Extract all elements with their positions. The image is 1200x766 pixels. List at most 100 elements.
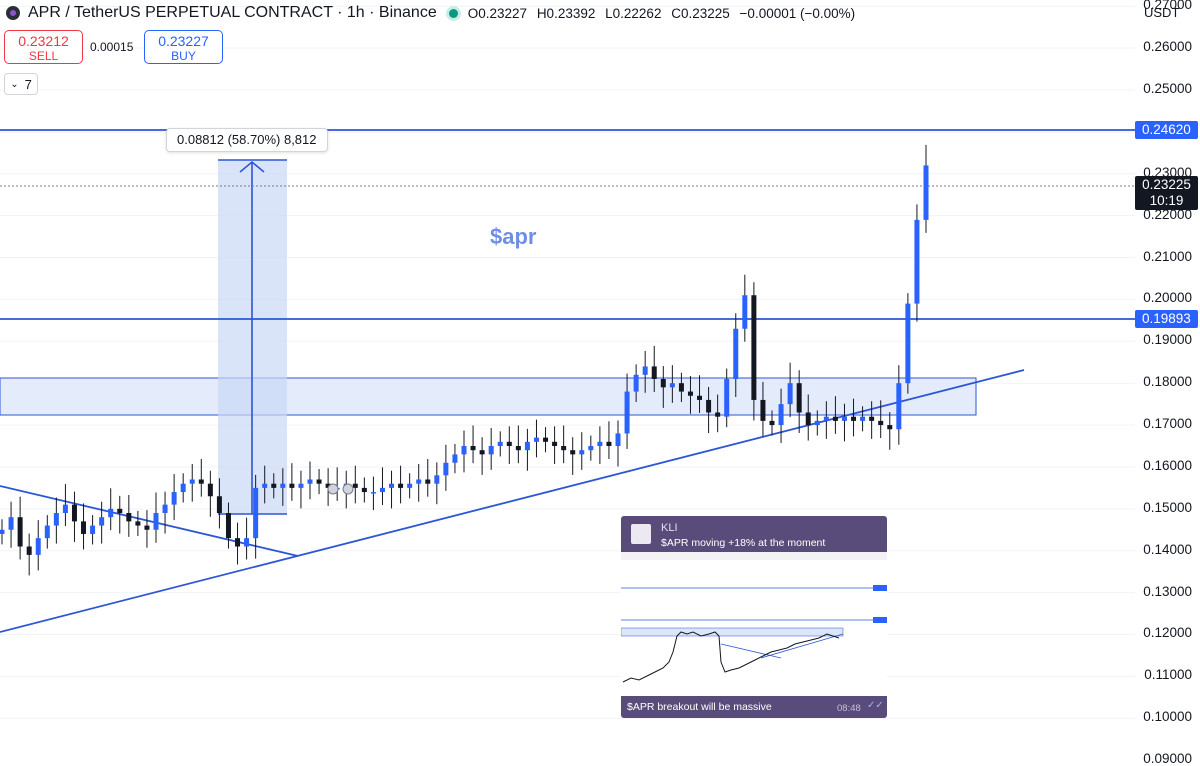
candle-body (715, 412, 721, 417)
candle-body (307, 479, 313, 484)
message-footer: $APR breakout will be massive 08:48 ✓✓ (621, 696, 887, 718)
sell-label: SELL (28, 49, 59, 63)
resistance-zone (0, 377, 977, 416)
candles (0, 144, 929, 576)
message-quoted-text: $APR moving +18% at the moment (661, 537, 826, 549)
candle-body (144, 525, 150, 530)
candle-body (235, 538, 241, 547)
candle-body (443, 462, 449, 476)
candle-body (615, 433, 621, 447)
y-axis-tick-label: 0.13000 (1143, 583, 1192, 599)
ohlc-values: O0.23227 H0.23392 L0.22262 C0.23225 −0.0… (468, 6, 861, 21)
y-axis-tick-label: 0.20000 (1143, 290, 1192, 306)
event-marker-icon (342, 483, 354, 495)
candle-body (99, 517, 105, 526)
candle-body (370, 492, 376, 494)
candle-body (171, 492, 177, 505)
y-axis-tick-label: 0.27000 (1143, 0, 1192, 13)
candle-body (851, 416, 857, 421)
candle-body (869, 416, 875, 421)
candle-body (697, 395, 703, 400)
candle-body (588, 446, 594, 451)
chart-grid (0, 5, 1135, 719)
measure-tool-label[interactable]: 0.08812 (58.70%) 8,812 (166, 128, 328, 152)
candle-body (860, 416, 866, 421)
candle-body (896, 383, 902, 430)
symbol-logo-icon (6, 6, 20, 20)
y-axis-tick-label: 0.25000 (1143, 81, 1192, 97)
message-thumbnail (631, 524, 651, 544)
y-axis-tick-label: 0.19000 (1143, 332, 1192, 348)
sell-button[interactable]: 0.23212 SELL (4, 30, 83, 64)
candle-body (561, 446, 567, 451)
sell-price: 0.23212 (18, 33, 69, 49)
message-caption: $APR breakout will be massive (627, 701, 772, 713)
y-axis-tick-label: 0.16000 (1143, 457, 1192, 473)
candle-body (62, 504, 68, 514)
candle-body (887, 425, 893, 430)
candle-body (153, 513, 159, 530)
candle-body (787, 383, 793, 405)
candle-body (832, 416, 838, 421)
candle-body (71, 504, 77, 522)
candle-body (135, 521, 141, 526)
candle-body (524, 441, 530, 451)
message-chart-image (621, 552, 887, 696)
y-axis-tick-label: 0.18000 (1143, 374, 1192, 390)
buy-button[interactable]: 0.23227 BUY (144, 30, 223, 64)
candle-body (216, 496, 222, 514)
candle-body (352, 483, 358, 488)
read-receipt-icon: ✓✓ (867, 700, 884, 711)
y-axis-tick-label: 0.12000 (1143, 625, 1192, 641)
change-value: −0.00001 (−0.00%) (739, 5, 856, 21)
message-time: 08:48 (837, 703, 861, 714)
candle-body (814, 420, 820, 426)
candle-body (624, 391, 630, 434)
candle-body (778, 404, 784, 426)
candle-body (533, 437, 539, 442)
candle-body (488, 446, 494, 455)
candle-body (570, 450, 576, 455)
candle-body (724, 379, 730, 417)
candle-body (552, 441, 558, 447)
y-axis-tick-label: 0.15000 (1143, 499, 1192, 515)
candle-body (316, 479, 322, 484)
candle-body (515, 446, 521, 451)
symbol-title[interactable]: APR / TetherUS PERPETUAL CONTRACT · 1h ·… (28, 4, 437, 21)
candle-body (841, 416, 847, 421)
embedded-message-screenshot: KLI $APR moving +18% at the moment $APR … (621, 516, 887, 718)
candle-body (733, 328, 739, 379)
y-axis-tick-label: 0.10000 (1143, 709, 1192, 725)
candle-body (497, 441, 503, 447)
candle-body (905, 303, 911, 384)
market-status-icon (448, 8, 458, 18)
candle-body (8, 517, 14, 530)
y-axis-tick-label: 0.21000 (1143, 248, 1192, 264)
candle-body (53, 513, 59, 526)
currency-label[interactable]: USDT (1144, 5, 1180, 20)
close-value: C0.23225 (671, 5, 730, 21)
candle-body (706, 399, 712, 413)
candle-body (126, 513, 132, 522)
candle-body (162, 504, 168, 514)
candle-body (117, 508, 123, 514)
low-value: L0.22262 (605, 5, 662, 21)
indicators-toggle-button[interactable]: ⌄ 7 (4, 73, 38, 95)
candle-body (642, 366, 648, 375)
candle-body (452, 454, 458, 463)
candle-body (651, 366, 657, 379)
candle-body (923, 165, 929, 220)
candle-body (225, 513, 231, 539)
candle-body (597, 441, 603, 447)
candle-body (878, 420, 884, 426)
candle-body (26, 546, 32, 555)
message-reply-header: KLI $APR moving +18% at the moment (621, 516, 887, 552)
candle-body (379, 487, 385, 493)
candle-body (280, 483, 286, 488)
message-author: KLI (661, 522, 678, 534)
candle-body (207, 483, 213, 497)
buy-label: BUY (171, 49, 196, 63)
y-axis-tick-label: 0.11000 (1144, 667, 1192, 683)
chart-text-annotation[interactable]: $apr (490, 224, 537, 249)
